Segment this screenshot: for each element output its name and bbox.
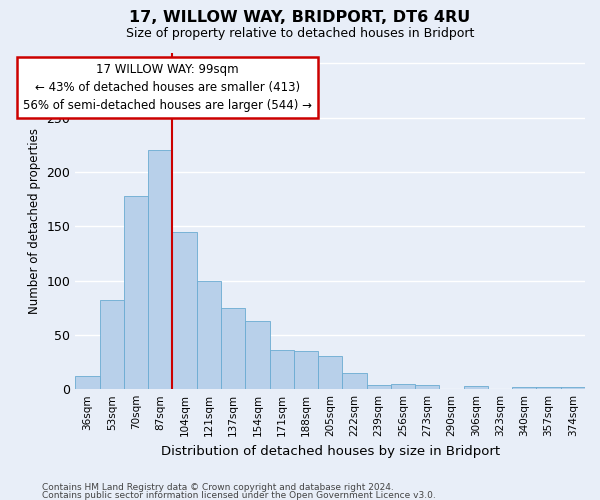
Bar — [318, 356, 343, 389]
Bar — [367, 385, 391, 389]
Bar — [415, 385, 439, 389]
Y-axis label: Number of detached properties: Number of detached properties — [28, 128, 41, 314]
Bar — [512, 387, 536, 389]
Bar — [221, 308, 245, 389]
Bar — [269, 350, 294, 389]
Bar — [561, 387, 585, 389]
Text: 17, WILLOW WAY, BRIDPORT, DT6 4RU: 17, WILLOW WAY, BRIDPORT, DT6 4RU — [130, 10, 470, 25]
Bar — [245, 321, 269, 389]
Text: Size of property relative to detached houses in Bridport: Size of property relative to detached ho… — [126, 28, 474, 40]
Bar — [100, 300, 124, 389]
Bar — [536, 387, 561, 389]
Bar — [124, 196, 148, 389]
Text: Contains HM Land Registry data © Crown copyright and database right 2024.: Contains HM Land Registry data © Crown c… — [42, 484, 394, 492]
Bar — [343, 373, 367, 389]
X-axis label: Distribution of detached houses by size in Bridport: Distribution of detached houses by size … — [161, 444, 500, 458]
Bar — [148, 150, 172, 389]
Bar — [76, 376, 100, 389]
Bar — [294, 351, 318, 389]
Bar — [172, 232, 197, 389]
Text: 17 WILLOW WAY: 99sqm
← 43% of detached houses are smaller (413)
56% of semi-deta: 17 WILLOW WAY: 99sqm ← 43% of detached h… — [23, 64, 312, 112]
Text: Contains public sector information licensed under the Open Government Licence v3: Contains public sector information licen… — [42, 491, 436, 500]
Bar — [464, 386, 488, 389]
Bar — [197, 280, 221, 389]
Bar — [391, 384, 415, 389]
